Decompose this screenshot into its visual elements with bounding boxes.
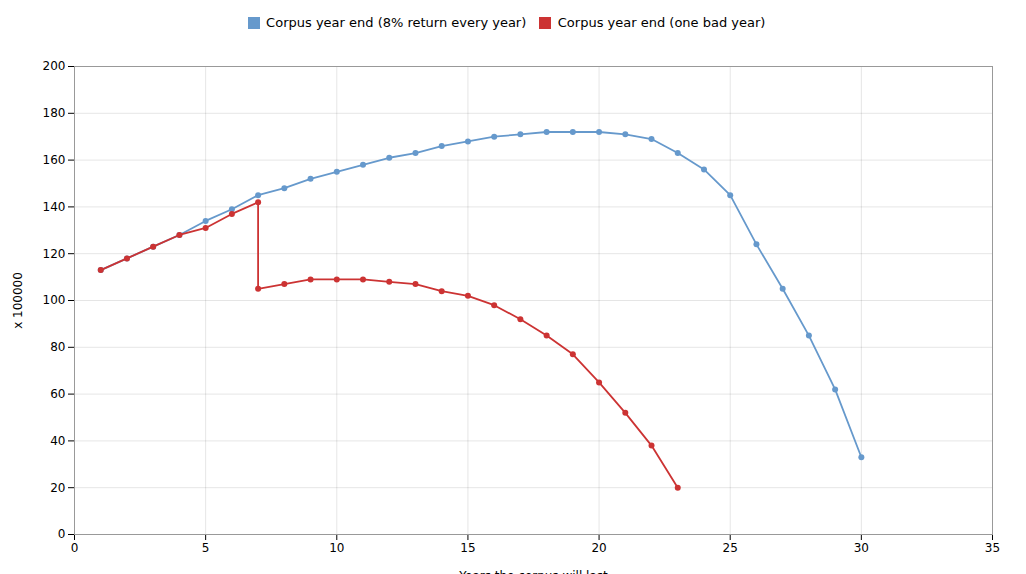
svg-text:100: 100 <box>43 293 66 307</box>
svg-text:160: 160 <box>43 152 66 166</box>
html-text:Corpus year end (one bad year): Corpus year end (one bad year) <box>557 15 766 30</box>
svg-text:x 100000: x 100000 <box>11 272 25 329</box>
svg-text:140: 140 <box>43 199 66 213</box>
svg-text:Years the corpus will last: Years the corpus will last <box>458 568 608 574</box>
svg-text:60: 60 <box>50 386 65 400</box>
svg-text:25: 25 <box>723 541 738 555</box>
svg-text:30: 30 <box>854 541 869 555</box>
svg-text:0: 0 <box>71 541 79 555</box>
svg-text:35: 35 <box>985 541 1000 555</box>
svg-text:120: 120 <box>43 246 66 260</box>
svg-text:10: 10 <box>329 541 344 555</box>
svg-text:20: 20 <box>591 541 606 555</box>
svg-text:180: 180 <box>43 106 66 120</box>
svg-text:80: 80 <box>50 340 65 354</box>
svg-text:20: 20 <box>50 480 65 494</box>
svg-text:15: 15 <box>460 541 475 555</box>
svg-text:200: 200 <box>43 59 66 73</box>
html-text:Corpus year end (8% return eve: Corpus year end (8% return every year) <box>266 15 527 30</box>
svg-text:5: 5 <box>202 541 210 555</box>
svg-text:40: 40 <box>50 433 65 447</box>
svg-text:0: 0 <box>58 527 66 541</box>
